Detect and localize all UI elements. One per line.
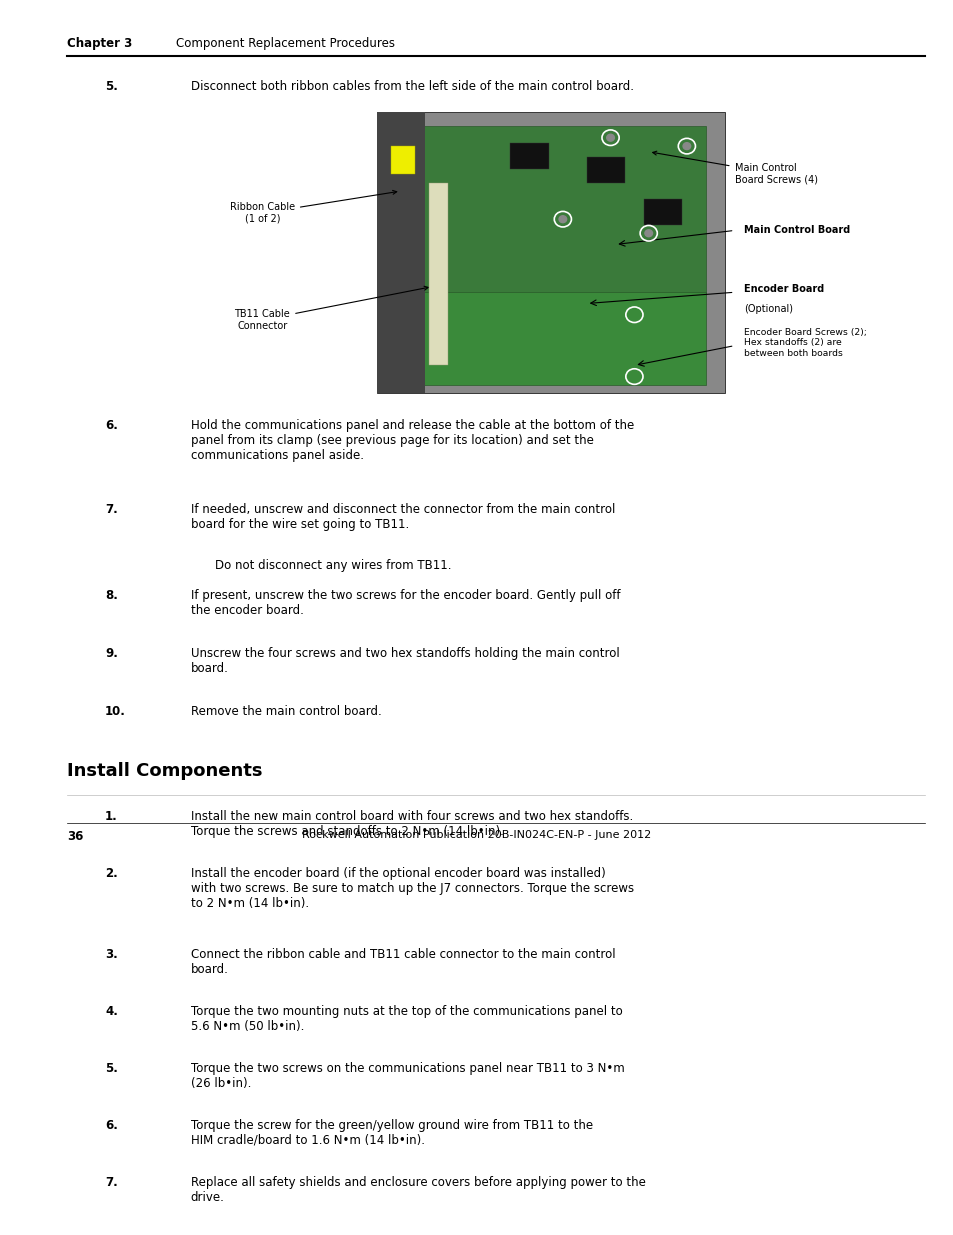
Text: If present, unscrew the two screws for the encoder board. Gently pull off
the en: If present, unscrew the two screws for t… <box>191 589 619 616</box>
Text: 9.: 9. <box>105 647 117 659</box>
Text: 36: 36 <box>67 830 83 844</box>
Text: Torque the screw for the green/yellow ground wire from TB11 to the
HIM cradle/bo: Torque the screw for the green/yellow gr… <box>191 1119 593 1147</box>
Bar <box>429 183 448 366</box>
Text: 5.: 5. <box>105 79 117 93</box>
Circle shape <box>558 216 566 222</box>
Text: Encoder Board: Encoder Board <box>743 284 823 294</box>
Bar <box>391 146 415 174</box>
Text: (Optional): (Optional) <box>743 304 792 314</box>
Bar <box>395 126 705 295</box>
Text: 1.: 1. <box>105 810 117 824</box>
Text: 2.: 2. <box>105 867 117 881</box>
Text: 7.: 7. <box>105 1176 117 1189</box>
Text: Rockwell Automation Publication 20B-IN024C-EN-P - June 2012: Rockwell Automation Publication 20B-IN02… <box>302 830 651 840</box>
Circle shape <box>682 143 690 149</box>
Text: Component Replacement Procedures: Component Replacement Procedures <box>176 37 395 51</box>
Text: Replace all safety shields and enclosure covers before applying power to the
dri: Replace all safety shields and enclosure… <box>191 1176 645 1204</box>
Text: Hold the communications panel and release the cable at the bottom of the
panel f: Hold the communications panel and releas… <box>191 420 634 462</box>
Text: Install the new main control board with four screws and two hex standoffs.
Torqu: Install the new main control board with … <box>191 810 633 839</box>
Text: 6.: 6. <box>105 420 117 432</box>
Text: Disconnect both ribbon cables from the left side of the main control board.: Disconnect both ribbon cables from the l… <box>191 79 633 93</box>
Text: 4.: 4. <box>105 1005 117 1018</box>
Bar <box>376 112 424 394</box>
Bar <box>395 291 705 385</box>
Bar <box>643 199 681 225</box>
Text: Ribbon Cable
(1 of 2): Ribbon Cable (1 of 2) <box>230 190 396 224</box>
Text: Torque the two screws on the communications panel near TB11 to 3 N•m
(26 lb•in).: Torque the two screws on the communicati… <box>191 1062 624 1089</box>
Circle shape <box>606 135 614 141</box>
Bar <box>510 143 548 169</box>
Text: Remove the main control board.: Remove the main control board. <box>191 705 381 718</box>
Text: 8.: 8. <box>105 589 117 601</box>
Text: Unscrew the four screws and two hex standoffs holding the main control
board.: Unscrew the four screws and two hex stan… <box>191 647 618 674</box>
Text: Install the encoder board (if the optional encoder board was installed)
with two: Install the encoder board (if the option… <box>191 867 633 910</box>
Text: 10.: 10. <box>105 705 126 718</box>
Text: TB11 Cable
Connector: TB11 Cable Connector <box>234 287 428 331</box>
Text: Main Control Board: Main Control Board <box>743 226 849 236</box>
Text: 7.: 7. <box>105 503 117 516</box>
Text: Encoder Board Screws (2);
Hex standoffs (2) are
between both boards: Encoder Board Screws (2); Hex standoffs … <box>743 329 866 358</box>
Text: 6.: 6. <box>105 1119 117 1131</box>
Text: 3.: 3. <box>105 947 117 961</box>
Text: If needed, unscrew and disconnect the connector from the main control
board for : If needed, unscrew and disconnect the co… <box>191 503 615 531</box>
Bar <box>586 157 624 183</box>
Text: Do not disconnect any wires from TB11.: Do not disconnect any wires from TB11. <box>214 558 451 572</box>
Text: 5.: 5. <box>105 1062 117 1074</box>
Text: Install Components: Install Components <box>67 762 262 779</box>
Text: Main Control
Board Screws (4): Main Control Board Screws (4) <box>652 151 817 184</box>
Text: Connect the ribbon cable and TB11 cable connector to the main control
board.: Connect the ribbon cable and TB11 cable … <box>191 947 615 976</box>
Circle shape <box>644 230 652 237</box>
Bar <box>376 112 724 394</box>
Text: Chapter 3: Chapter 3 <box>67 37 132 51</box>
Text: Torque the two mounting nuts at the top of the communications panel to
5.6 N•m (: Torque the two mounting nuts at the top … <box>191 1005 622 1032</box>
